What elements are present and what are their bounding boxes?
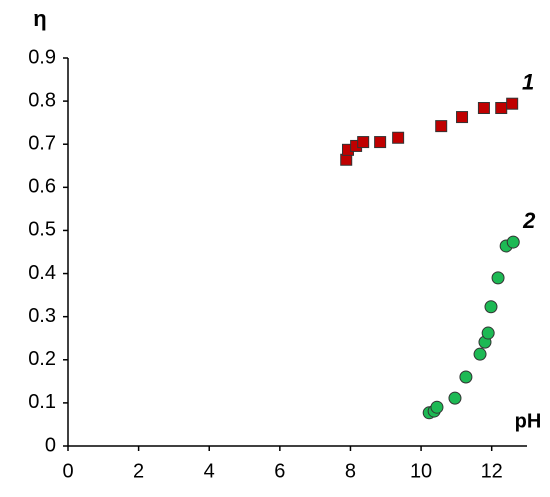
data-point bbox=[491, 271, 505, 285]
data-point bbox=[435, 120, 448, 133]
series-label: 2 bbox=[522, 208, 536, 233]
data-point bbox=[484, 300, 498, 314]
data-point bbox=[392, 131, 405, 144]
y-tick-label: 0.3 bbox=[28, 305, 56, 327]
data-point bbox=[430, 400, 444, 414]
data-point bbox=[456, 111, 469, 124]
y-tick-label: 0.1 bbox=[28, 391, 56, 413]
y-tick-label: 0.8 bbox=[28, 89, 56, 111]
data-point bbox=[506, 235, 520, 249]
y-tick-label: 0.9 bbox=[28, 46, 56, 68]
data-point bbox=[495, 102, 508, 115]
y-tick-label: 0.6 bbox=[28, 176, 56, 198]
data-point bbox=[506, 97, 519, 110]
y-tick-label: 0.2 bbox=[28, 348, 56, 370]
data-point bbox=[448, 391, 462, 405]
y-tick-label: 0.5 bbox=[28, 219, 56, 241]
series-label: 1 bbox=[522, 70, 534, 95]
y-tick-label: 0 bbox=[45, 434, 56, 456]
x-axis-label: pH bbox=[515, 410, 542, 432]
y-axis-label: η bbox=[33, 6, 46, 31]
x-tick-label: 0 bbox=[62, 460, 73, 482]
data-point bbox=[340, 153, 353, 166]
data-point bbox=[473, 347, 487, 361]
data-point bbox=[357, 136, 370, 149]
data-point bbox=[477, 102, 490, 115]
data-point bbox=[374, 136, 387, 149]
x-tick-label: 10 bbox=[410, 460, 432, 482]
x-tick-label: 6 bbox=[274, 460, 285, 482]
data-point bbox=[481, 326, 495, 340]
y-tick-label: 0.4 bbox=[28, 262, 56, 284]
x-tick-label: 8 bbox=[345, 460, 356, 482]
x-tick-label: 12 bbox=[481, 460, 503, 482]
x-tick-label: 2 bbox=[133, 460, 144, 482]
y-tick-label: 0.7 bbox=[28, 133, 56, 155]
x-tick-label: 4 bbox=[204, 460, 215, 482]
data-point bbox=[459, 370, 473, 384]
